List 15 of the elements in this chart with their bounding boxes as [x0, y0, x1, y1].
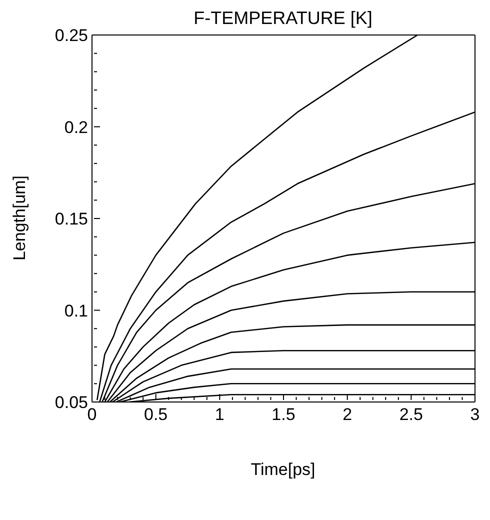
y-tick-label: 0.05 [54, 393, 88, 412]
y-tick-label: 0.15 [54, 210, 88, 228]
x-tick-label: 2.5 [399, 405, 423, 424]
y-tick-label: 0.1 [64, 301, 88, 320]
x-tick-label: 2 [342, 405, 352, 424]
x-tick-label: 3 [470, 405, 480, 424]
x-tick-label: 0.5 [144, 405, 168, 424]
x-tick-label: 0 [87, 405, 97, 424]
x-tick-label: 1 [214, 405, 224, 424]
x-tick-label: 1.5 [272, 405, 296, 424]
y-axis-title: Length[um] [10, 174, 30, 263]
y-tick-label: 0.2 [64, 118, 88, 137]
x-axis-title: Time[ps] [250, 460, 316, 480]
chart-title: F-TEMPERATURE [K] [192, 8, 374, 29]
y-tick-label: 0.25 [54, 26, 88, 45]
